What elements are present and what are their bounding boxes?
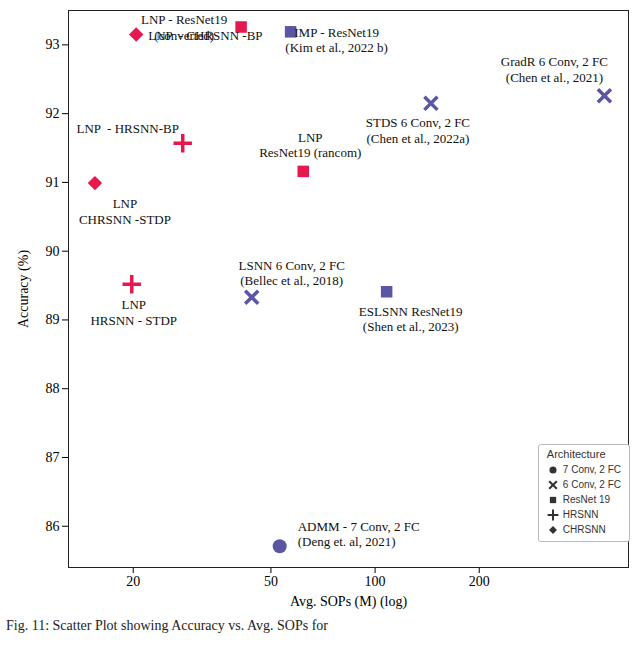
svg-text:LNPHRSNN - STDP: LNPHRSNN - STDP xyxy=(90,297,177,328)
svg-text:90: 90 xyxy=(46,244,60,259)
svg-text:100: 100 xyxy=(365,574,386,589)
svg-text:GradR 6 Conv, 2 FC(Chen et al.: GradR 6 Conv, 2 FC(Chen et al., 2021) xyxy=(501,54,608,85)
svg-text:91: 91 xyxy=(46,175,60,190)
svg-text:50: 50 xyxy=(264,574,278,589)
svg-text:92: 92 xyxy=(46,106,60,121)
svg-text:LNPCHRSNN -STDP: LNPCHRSNN -STDP xyxy=(79,196,171,227)
svg-text:93: 93 xyxy=(46,37,60,52)
svg-text:STDS 6 Conv, 2 FC(Chen et al.,: STDS 6 Conv, 2 FC(Chen et al., 2022a) xyxy=(366,115,470,146)
svg-text:IMP - ResNet19(Kim et al., 202: IMP - ResNet19(Kim et al., 2022 b) xyxy=(285,25,388,56)
svg-text:87: 87 xyxy=(46,450,60,465)
svg-text:86: 86 xyxy=(46,519,60,534)
svg-text:Avg. SOPs (M) (log): Avg. SOPs (M) (log) xyxy=(290,594,408,610)
svg-text:88: 88 xyxy=(46,381,60,396)
svg-text:20: 20 xyxy=(126,574,140,589)
svg-text:ESLSNN ResNet19(Shen et al., 2: ESLSNN ResNet19(Shen et al., 2023) xyxy=(359,304,463,335)
svg-text:200: 200 xyxy=(469,574,490,589)
svg-text:LSNN 6 Conv, 2 FC(Bellec et al: LSNN 6 Conv, 2 FC(Bellec et al., 2018) xyxy=(238,258,344,289)
svg-text:LNPResNet19 (rancom): LNPResNet19 (rancom) xyxy=(259,130,361,161)
svg-text:LNP - CHRSNN -BP: LNP - CHRSNN -BP xyxy=(148,28,262,43)
svg-text:Accuracy (%): Accuracy (%) xyxy=(16,250,32,328)
svg-text:LNP - HRSNN-BP: LNP - HRSNN-BP xyxy=(76,121,178,136)
svg-text:89: 89 xyxy=(46,312,60,327)
svg-text:ADMM - 7 Conv, 2 FC(Deng et. a: ADMM - 7 Conv, 2 FC(Deng et. al, 2021) xyxy=(298,519,420,550)
